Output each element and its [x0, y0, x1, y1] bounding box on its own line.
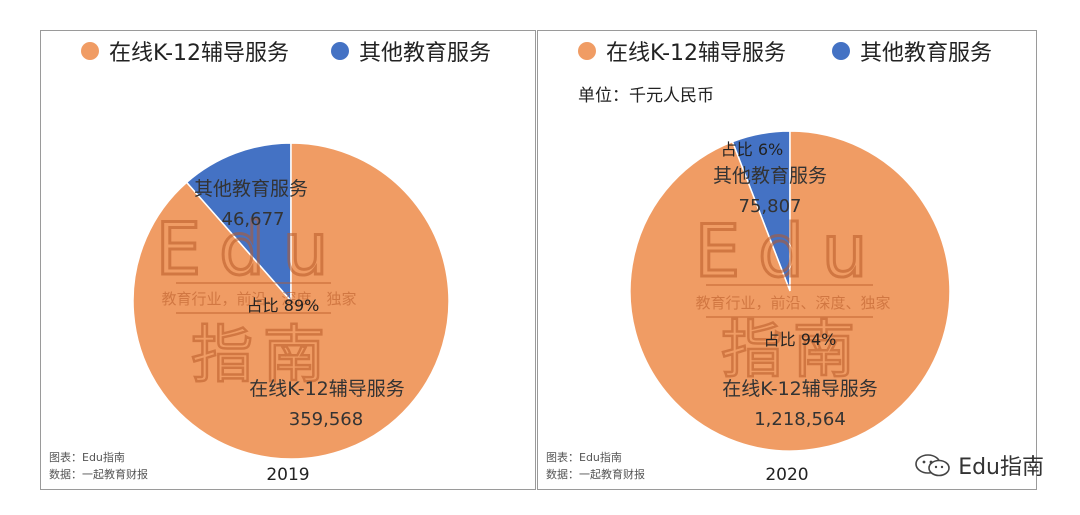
pie-chart-2020: Edu 教育行业，前沿、深度、独家 指南 占比 6% 其他教育服务 75,807… [629, 130, 951, 452]
legend-swatch-other [832, 42, 850, 60]
brand-mark: Edu指南 [914, 449, 1044, 481]
unit-label: 单位：千元人民币 [578, 86, 714, 106]
legend-item-online: 在线K-12辅导服务 [578, 35, 786, 67]
pie-slice-other [185, 142, 292, 303]
pie-slice-online [132, 142, 450, 460]
watermark: Edu 教育行业，前沿、深度、独家 指南 [693, 208, 890, 388]
source-data: 数据：一起教育财报 [546, 468, 645, 481]
slice-pct-other: 占比 6% [721, 140, 783, 159]
slice-value-online: 1,218,564 [754, 409, 846, 430]
year-label: 2020 [765, 465, 809, 485]
chart-panel-2020: 在线K-12辅导服务 其他教育服务 单位：千元人民币 Edu 教育行业，前沿、深… [537, 30, 1037, 490]
watermark: Edu 教育行业，前沿、深度、独家 指南 [154, 206, 356, 393]
watermark-name: 指南 [721, 313, 865, 386]
watermark-name: 指南 [191, 318, 335, 391]
watermark-logo: Edu [156, 207, 347, 291]
legend: 在线K-12辅导服务 其他教育服务 [41, 35, 535, 67]
legend-swatch-online [81, 42, 99, 60]
legend-swatch-online [578, 42, 596, 60]
legend-swatch-other [331, 42, 349, 60]
slice-value-other: 75,807 [739, 196, 802, 217]
year-label: 2019 [266, 465, 310, 485]
slice-pct-online: 占比 94% [764, 330, 837, 349]
slice-value-online: 359,568 [289, 409, 363, 430]
legend-item-other: 其他教育服务 [331, 35, 491, 67]
legend: 在线K-12辅导服务 其他教育服务 [538, 35, 1036, 67]
slice-pct-online: 占比 89% [247, 296, 320, 315]
source-data: 数据：一起教育财报 [49, 468, 148, 481]
legend-label-online: 在线K-12辅导服务 [109, 41, 290, 66]
source-chart: 图表：Edu指南 [546, 451, 622, 464]
legend-label-other: 其他教育服务 [359, 41, 492, 66]
slice-name-other: 其他教育服务 [194, 178, 308, 200]
watermark-slogan: 教育行业，前沿、深度、独家 [161, 290, 356, 308]
watermark-logo: Edu [695, 209, 886, 293]
legend-item-other: 其他教育服务 [832, 35, 992, 67]
slice-name-other: 其他教育服务 [713, 165, 827, 187]
slice-name-online: 在线K-12辅导服务 [722, 378, 878, 400]
watermark-slogan: 教育行业，前沿、深度、独家 [695, 294, 890, 312]
chart-panel-2019: 在线K-12辅导服务 其他教育服务 Edu 教育行业，前沿、深度、独家 指南 其… [40, 30, 536, 490]
source-note: 图表：Edu指南 数据：一起教育财报 [49, 449, 148, 483]
slice-value-other: 46,677 [222, 209, 285, 230]
slice-name-online: 在线K-12辅导服务 [249, 378, 405, 400]
source-chart: 图表：Edu指南 [49, 451, 125, 464]
wechat-icon [915, 454, 950, 477]
legend-item-online: 在线K-12辅导服务 [81, 35, 289, 67]
pie-slice-online [629, 130, 951, 452]
pie-chart-2019: Edu 教育行业，前沿、深度、独家 指南 其他教育服务 46,677 占比 89… [132, 142, 450, 460]
legend-label-online: 在线K-12辅导服务 [606, 41, 787, 66]
source-note: 图表：Edu指南 数据：一起教育财报 [546, 449, 645, 483]
legend-label-other: 其他教育服务 [860, 41, 993, 66]
brand-text: Edu指南 [958, 455, 1044, 480]
